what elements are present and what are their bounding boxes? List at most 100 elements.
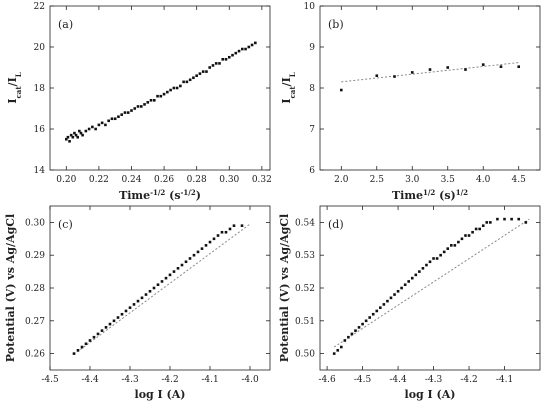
x-tick-label: -4.3 <box>121 375 139 385</box>
data-point <box>182 80 185 84</box>
data-point <box>200 247 204 250</box>
data-point <box>449 244 453 247</box>
data-point <box>64 137 68 141</box>
data-point <box>393 293 396 296</box>
data-point <box>164 276 168 280</box>
data-point <box>214 62 218 65</box>
x-tick-label: -4.1 <box>201 375 218 385</box>
data-point <box>453 244 457 247</box>
data-point <box>69 133 73 137</box>
data-points <box>339 63 521 92</box>
plot-frame <box>49 5 271 171</box>
x-tick-label: -4.2 <box>460 375 477 385</box>
data-point <box>73 131 76 135</box>
y-tick-label: 0.30 <box>25 218 45 228</box>
data-point <box>152 286 156 290</box>
x-tick-label: 3.0 <box>405 175 420 185</box>
data-point <box>471 230 474 234</box>
data-point <box>84 342 88 346</box>
data-point <box>120 113 124 116</box>
data-point <box>414 273 418 277</box>
data-point <box>76 135 80 139</box>
data-point <box>410 276 414 280</box>
data-point <box>123 111 127 114</box>
data-point <box>368 316 371 319</box>
y-tick-label: 8 <box>309 84 315 94</box>
data-point <box>188 78 192 82</box>
data-point <box>100 329 104 332</box>
data-point <box>481 63 485 66</box>
data-point <box>124 309 128 313</box>
data-point <box>166 90 169 94</box>
data-point <box>428 68 432 71</box>
data-point <box>220 230 224 234</box>
x-tick-label: -4.6 <box>318 375 336 385</box>
data-point <box>425 263 428 267</box>
data-point <box>254 41 257 45</box>
data-point <box>496 217 499 221</box>
data-point <box>152 99 156 102</box>
y-tick-label: 6 <box>309 166 315 176</box>
data-point <box>117 115 120 118</box>
data-point <box>375 74 379 77</box>
data-point <box>446 66 450 69</box>
data-point <box>162 92 166 96</box>
data-point <box>116 316 120 319</box>
data-point <box>208 66 212 69</box>
data-point <box>195 74 198 77</box>
fit-line <box>333 218 530 348</box>
x-tick-label: 3.5 <box>441 175 456 185</box>
data-point <box>503 217 506 221</box>
data-point <box>421 267 425 270</box>
x-axis-label: Time-1/2 (s-1/2) <box>119 188 201 203</box>
data-point <box>91 125 94 129</box>
x-tick-label: -4.4 <box>81 375 99 385</box>
y-tick-label: 10 <box>304 2 316 12</box>
data-point <box>201 70 205 73</box>
data-point <box>467 234 471 237</box>
panel-label: (b) <box>328 18 344 31</box>
data-point <box>510 217 513 221</box>
y-ticks: 6 7 8 9 10 <box>304 2 540 176</box>
data-point <box>144 293 148 296</box>
data-point <box>212 237 216 241</box>
x-tick-label: 4.0 <box>476 175 491 185</box>
data-point <box>232 224 236 227</box>
data-point <box>481 224 485 227</box>
data-point <box>240 47 244 51</box>
data-point <box>180 263 184 267</box>
data-point <box>221 58 225 61</box>
data-point <box>78 129 81 133</box>
x-axis-label: log I (A) <box>405 388 456 401</box>
fit-line <box>341 62 519 83</box>
data-point <box>457 240 460 244</box>
data-point <box>489 221 492 224</box>
x-tick-label: 4.5 <box>512 175 527 185</box>
panel-d: -4.6 -4.5 -4.4 -4.3 -4.2 -4.1 0.500.510.520.5… <box>278 205 541 401</box>
data-point <box>172 270 176 273</box>
data-point <box>418 270 421 273</box>
y-ticks: 14 16 18 20 22 <box>34 2 270 176</box>
data-point <box>71 135 75 139</box>
x-ticks: -4.6 -4.5 -4.4 -4.3 -4.2 -4.1 <box>318 206 513 385</box>
data-point <box>244 47 247 51</box>
data-point <box>136 299 140 303</box>
data-point <box>120 312 124 316</box>
data-point <box>250 43 254 47</box>
data-point <box>110 117 114 121</box>
x-tick-label: -4.0 <box>241 375 259 385</box>
data-point <box>524 221 528 224</box>
data-point <box>96 332 100 336</box>
data-point <box>79 131 83 135</box>
data-point <box>240 224 244 227</box>
y-tick-label: 18 <box>34 84 46 94</box>
data-point <box>104 123 107 127</box>
y-tick-label: 16 <box>34 125 46 135</box>
data-point <box>139 105 143 108</box>
data-point <box>332 352 336 355</box>
plot-frame <box>319 5 541 171</box>
y-tick-label: 0.51 <box>295 317 315 327</box>
data-point <box>184 260 188 264</box>
data-point <box>224 230 228 234</box>
panel-b: 2.0 2.5 3.0 3.5 4.0 4.5 6 7 8 9 10 (b) Time1/2 (s… <box>280 2 541 202</box>
